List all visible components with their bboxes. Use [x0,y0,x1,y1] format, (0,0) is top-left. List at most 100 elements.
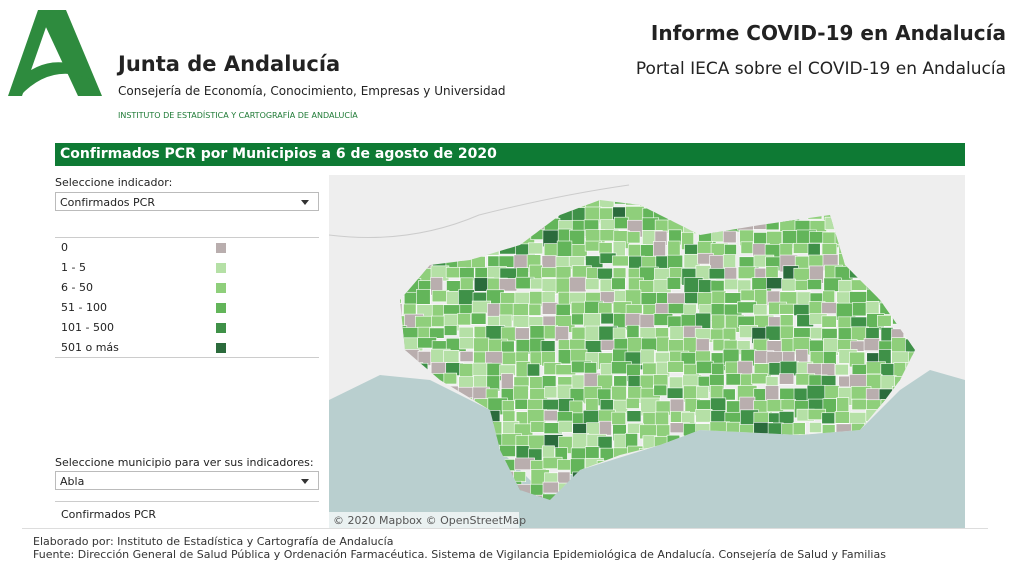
legend-label[interactable]: 1 - 5 [61,261,86,274]
municipality[interactable] [653,384,668,396]
municipality[interactable] [554,326,569,342]
municipality[interactable] [530,421,546,433]
municipality[interactable] [821,412,836,425]
municipality[interactable] [683,337,698,353]
municipality[interactable] [443,325,458,336]
municipality[interactable] [473,337,490,353]
municipality[interactable] [809,422,822,433]
municipality[interactable] [611,385,627,402]
municipio-select[interactable]: Abla [55,471,319,490]
municipality[interactable] [542,399,561,411]
municipality[interactable] [642,362,657,375]
legend-label[interactable]: 0 [61,241,68,254]
municipality[interactable] [626,324,640,340]
municipality[interactable] [653,241,666,257]
municipality[interactable] [541,302,559,315]
legend-label[interactable]: 501 o más [61,341,119,354]
municipality[interactable] [459,337,476,350]
municipality[interactable] [821,302,839,314]
municipality[interactable] [724,278,740,291]
municipality[interactable] [737,266,757,279]
municipality[interactable] [782,351,796,363]
municipality[interactable] [642,412,656,426]
municipality[interactable] [585,278,600,290]
municipality[interactable] [543,410,558,422]
municipality[interactable] [767,422,784,435]
municipality[interactable] [667,361,684,373]
municipality[interactable] [710,328,725,341]
municipality[interactable] [459,350,474,362]
municipality[interactable] [722,230,737,244]
municipality[interactable] [751,373,768,385]
municipality[interactable] [571,313,586,326]
municipality[interactable] [753,304,768,316]
municipality[interactable] [429,327,445,339]
municipality[interactable] [667,240,681,257]
municipality[interactable] [611,411,626,426]
municipality[interactable] [695,409,713,423]
municipality[interactable] [722,388,736,401]
map[interactable]: © 2020 Mapbox © OpenStreetMap [329,175,965,528]
municipality[interactable] [877,315,892,327]
municipality[interactable] [740,241,754,254]
municipality[interactable] [654,327,669,339]
municipality[interactable] [571,374,586,389]
municipality[interactable] [583,313,601,328]
municipality[interactable] [780,338,795,354]
municipality[interactable] [470,312,487,325]
municipality[interactable] [416,289,431,305]
municipality[interactable] [528,303,542,316]
municipality[interactable] [458,376,474,388]
municipality[interactable] [443,350,460,364]
municipality[interactable] [863,338,880,351]
municipality[interactable] [753,232,768,245]
municipality[interactable] [500,373,514,391]
municipality[interactable] [597,267,613,281]
municipality[interactable] [498,255,515,268]
municipality[interactable] [724,244,737,256]
municipality[interactable] [526,363,541,377]
municipality[interactable] [667,303,686,314]
municipality[interactable] [528,242,544,255]
municipality[interactable] [558,420,573,433]
municipality[interactable] [529,278,544,290]
municipality[interactable] [457,313,471,326]
municipality[interactable] [696,385,709,399]
municipality[interactable] [656,336,670,352]
municipality[interactable] [639,314,655,330]
municipality[interactable] [710,410,726,423]
municipality[interactable] [583,362,597,374]
municipality[interactable] [498,278,518,292]
municipality[interactable] [779,373,795,385]
municipality[interactable] [696,360,714,374]
municipality[interactable] [501,340,515,353]
municipality[interactable] [740,289,757,301]
municipality[interactable] [891,337,907,354]
municipality[interactable] [626,231,641,244]
municipality[interactable] [612,255,629,267]
municipality[interactable] [614,216,629,230]
municipality[interactable] [513,471,526,482]
municipality[interactable] [640,349,655,366]
municipality[interactable] [710,397,727,412]
municipality[interactable] [625,397,640,409]
municipality[interactable] [779,243,793,257]
municipality[interactable] [639,280,655,293]
municipality[interactable] [807,279,822,290]
municipality[interactable] [824,385,840,399]
municipality[interactable] [666,277,681,290]
municipality[interactable] [597,436,613,449]
municipality[interactable] [514,327,530,340]
municipality[interactable] [820,375,837,387]
municipality[interactable] [569,276,587,293]
municipality[interactable] [557,349,573,365]
municipality[interactable] [725,373,743,386]
municipality[interactable] [555,277,571,294]
municipality[interactable] [542,481,559,494]
municipality[interactable] [666,387,684,399]
municipality[interactable] [557,459,573,471]
municipality[interactable] [852,302,868,317]
municipality[interactable] [708,268,726,280]
municipality[interactable] [555,303,571,317]
municipality[interactable] [544,386,558,399]
